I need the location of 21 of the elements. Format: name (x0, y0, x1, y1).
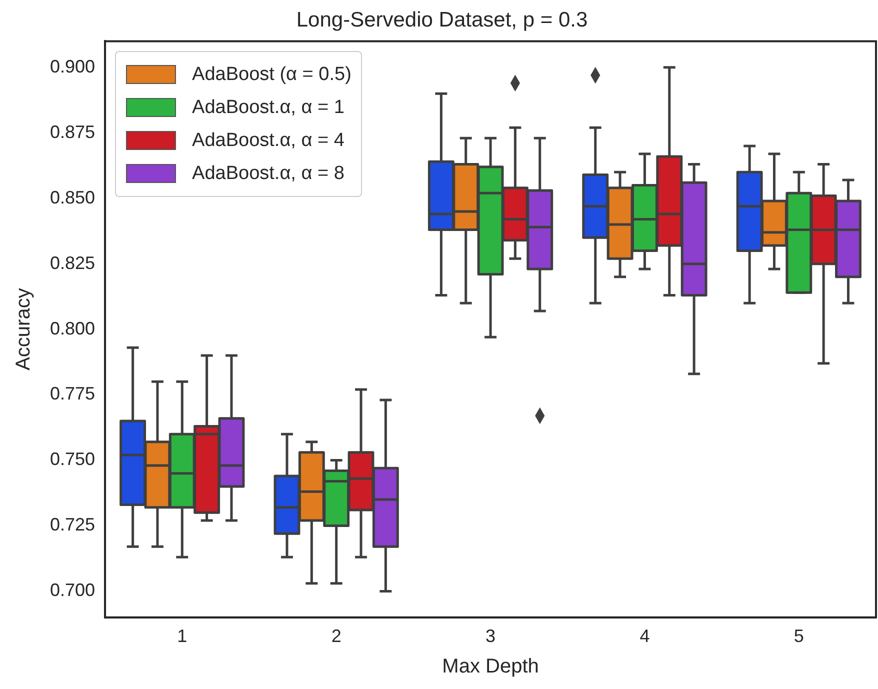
x-axis-title: Max Depth (442, 656, 539, 678)
y-tick-label: 0.775 (50, 384, 96, 404)
legend-label: AdaBoost (α = 0.5) (192, 64, 352, 86)
chart-title: Long-Servedio Dataset, p = 0.3 (296, 8, 588, 32)
x-tick-label: 2 (331, 626, 342, 646)
x-tick-label: 4 (640, 626, 650, 646)
y-tick-label: 0.850 (50, 187, 96, 208)
y-tick-label: 0.725 (50, 514, 96, 535)
x-tick-label: 5 (794, 626, 804, 646)
x-tick-label: 3 (486, 626, 496, 646)
y-tick-label: 0.875 (50, 122, 96, 142)
y-tick-label: 0.700 (50, 580, 96, 600)
y-tick-label: 0.800 (50, 318, 96, 338)
x-tick-label: 1 (177, 626, 188, 646)
y-tick-label: 0.825 (50, 252, 96, 273)
y-tick-label: 0.900 (50, 56, 96, 76)
legend-label: AdaBoost.α, α = 1 (192, 96, 344, 119)
legend-label: AdaBoost.α, α = 8 (192, 162, 344, 185)
legend-label: AdaBoost.α, α = 4 (192, 130, 344, 152)
y-tick-label: 0.750 (50, 449, 96, 470)
y-axis-title: Accuracy (12, 288, 35, 370)
